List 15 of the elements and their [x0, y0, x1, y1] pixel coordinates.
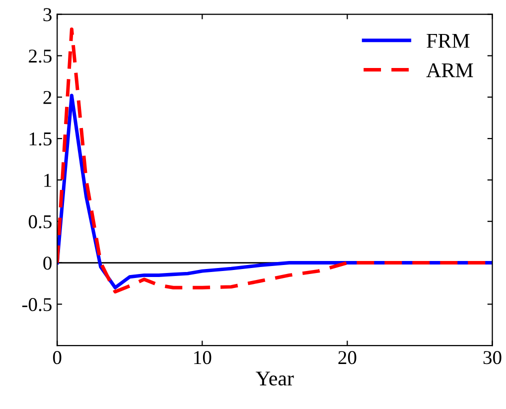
y-tick-label: 0 [43, 256, 52, 270]
legend-label: FRM [426, 34, 470, 48]
y-tick-label: 2 [43, 91, 52, 104]
y-tick-label: 2.5 [28, 50, 52, 63]
y-tick-label: 1 [44, 174, 52, 187]
y-tick-label: 1.5 [30, 132, 52, 146]
y-tick-label: 3 [44, 8, 52, 22]
x-tick-label: 20 [338, 351, 356, 364]
y-tick-label: 0.5 [28, 215, 52, 228]
x-tick-label: 10 [194, 351, 212, 364]
y-tick-label: -0.5 [22, 298, 52, 312]
x-tick-label: 0 [53, 351, 62, 364]
x-tick-label: 30 [484, 351, 502, 364]
x-axis-title: Year [256, 372, 294, 386]
legend-label: ARM [426, 63, 473, 78]
